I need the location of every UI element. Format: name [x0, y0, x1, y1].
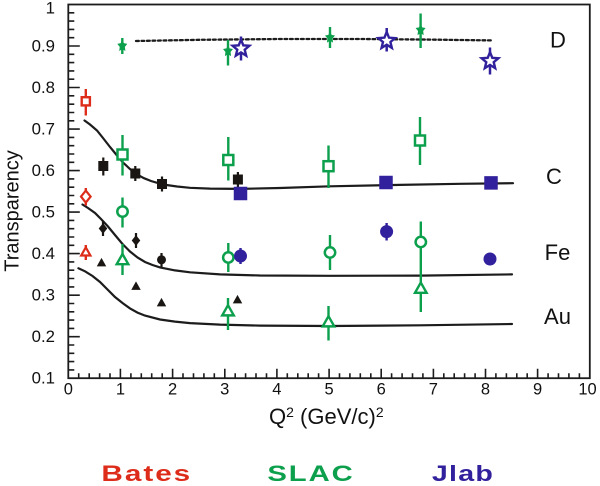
svg-text:0.7: 0.7	[32, 120, 55, 139]
svg-text:7: 7	[429, 381, 438, 399]
svg-text:0.1: 0.1	[32, 369, 55, 388]
svg-text:0.3: 0.3	[32, 286, 55, 305]
svg-text:0.9: 0.9	[32, 37, 55, 56]
svg-text:0.6: 0.6	[32, 161, 55, 180]
svg-text:Transparency: Transparency	[2, 150, 24, 272]
svg-text:Au: Au	[544, 304, 571, 329]
svg-text:Jlab: Jlab	[432, 462, 494, 486]
svg-text:2: 2	[168, 381, 177, 399]
svg-text:1: 1	[46, 0, 55, 18]
svg-text:0.8: 0.8	[32, 78, 55, 97]
svg-text:8: 8	[481, 381, 490, 399]
svg-text:4: 4	[272, 381, 281, 399]
svg-text:0.5: 0.5	[32, 203, 55, 222]
svg-text:Bates: Bates	[101, 461, 192, 486]
svg-text:1: 1	[116, 381, 125, 399]
svg-text:0.2: 0.2	[32, 327, 55, 346]
svg-text:Fe: Fe	[545, 240, 571, 265]
svg-text:0: 0	[64, 381, 73, 399]
svg-text:6: 6	[377, 381, 386, 399]
svg-text:5: 5	[324, 381, 333, 399]
svg-text:3: 3	[220, 381, 229, 399]
svg-text:C: C	[546, 164, 562, 189]
svg-text:9: 9	[533, 381, 542, 399]
svg-text:0.4: 0.4	[32, 244, 55, 263]
svg-text:SLAC: SLAC	[267, 460, 354, 486]
svg-text:D: D	[550, 28, 566, 53]
svg-text:10: 10	[578, 381, 596, 399]
